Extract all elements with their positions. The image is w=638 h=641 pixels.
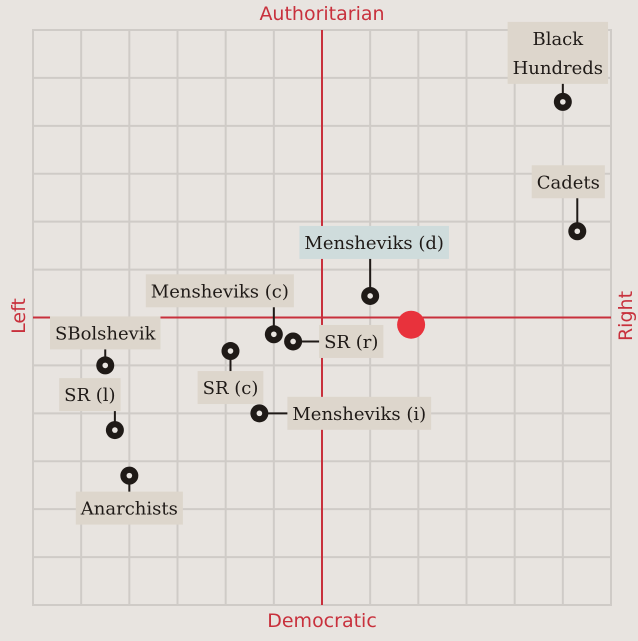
point-label: SR (c): [203, 378, 259, 399]
point-label: Mensheviks (d): [304, 233, 444, 254]
point-label-background: [507, 21, 609, 84]
point-marker-center: [256, 410, 263, 417]
point-marker-center: [102, 362, 109, 369]
point-marker-center: [227, 348, 234, 354]
axis-label-right: Right: [615, 291, 637, 341]
point-marker-center: [560, 99, 566, 105]
point-marker-center: [367, 293, 373, 299]
point-label: SR (r): [324, 332, 378, 353]
point-marker-center: [290, 338, 296, 345]
point-label-group: Mensheviks (i): [259, 396, 432, 430]
axis-label-left: Left: [8, 298, 30, 334]
point-label: Hundreds: [513, 58, 603, 79]
point-label-background: [531, 165, 605, 199]
point-label: Mensheviks (i): [292, 404, 426, 425]
point-label-background: [75, 491, 183, 525]
point-label-group: SR (c): [197, 351, 264, 405]
point-label: Mensheviks (c): [151, 281, 289, 302]
point-label: Cadets: [537, 172, 600, 193]
point-label-group: Black Hundreds: [507, 21, 609, 102]
point-label-background: [319, 324, 384, 358]
point-label-background: [287, 396, 432, 430]
point-marker-center: [574, 228, 581, 235]
point-label-group: Mensheviks (d): [299, 225, 449, 296]
point-label-background: [145, 274, 294, 308]
axis-label-top: Authoritarian: [259, 3, 384, 25]
point-label: SBolshevik: [55, 323, 157, 344]
point-marker-center: [271, 331, 277, 338]
point-label: Black: [532, 29, 584, 50]
point-label-group: SR (r): [293, 324, 384, 358]
point-marker-center: [112, 427, 118, 433]
point-marker-center: [126, 472, 133, 479]
point-label-group: Anarchists: [75, 475, 183, 525]
point-label-background: [59, 378, 121, 412]
point-label-group: SR (l): [59, 378, 121, 431]
user-position-marker: [397, 310, 426, 339]
point-label-background: [299, 225, 449, 259]
point-label-group: SBolshevik: [50, 316, 161, 366]
point-label-background: [197, 371, 264, 405]
point-label-background: [50, 316, 161, 350]
point-label: Anarchists: [80, 499, 178, 520]
point-labels: Black Hundreds Cadets Mensheviks (d) Menshev…: [50, 21, 609, 525]
axis-label-bottom: Democratic: [267, 610, 377, 632]
points: [96, 92, 587, 485]
point-label: SR (l): [64, 385, 115, 406]
point-label-group: Mensheviks (c): [145, 274, 294, 335]
